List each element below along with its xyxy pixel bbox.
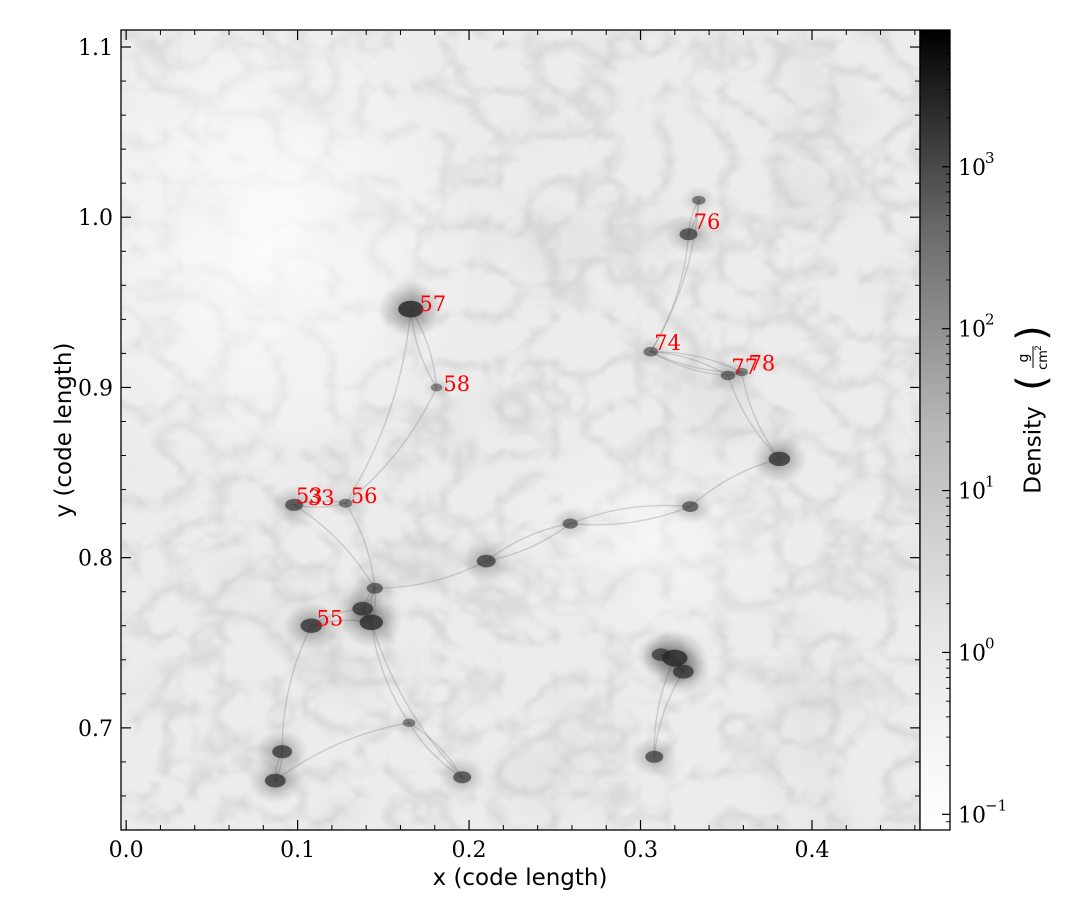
- sink-label: 78: [749, 351, 776, 375]
- clump-core: [272, 745, 293, 759]
- clump-core: [264, 773, 286, 788]
- colorbar-paren-close: ): [1009, 325, 1055, 341]
- clump-core: [453, 771, 472, 784]
- x-tick-label: 0.1: [280, 838, 315, 863]
- clump-halo: [420, 374, 453, 401]
- clump-core: [476, 554, 496, 568]
- sink-label: 53: [296, 484, 323, 508]
- x-axis-title: x (code length): [433, 865, 608, 891]
- clump-core: [735, 367, 748, 377]
- density-image: [121, 30, 920, 830]
- colorbar-tick-label: 10: [958, 641, 986, 666]
- y-axis: 0.7 0.8 0.9 1.0 1.1: [78, 36, 920, 831]
- colorbar-unit-exponent: 2: [1034, 345, 1044, 351]
- colorbar-tick-label: 10: [958, 318, 986, 343]
- clump-core: [679, 228, 698, 241]
- x-tick-label: 0.2: [452, 838, 487, 863]
- clump-core: [682, 501, 699, 512]
- clump-core: [338, 498, 353, 508]
- clump-core: [430, 383, 443, 392]
- sink-label: 58: [443, 372, 470, 396]
- colorbar-tick-label: 10: [958, 803, 986, 828]
- sink-label: 55: [316, 607, 343, 631]
- clump-core: [645, 750, 664, 763]
- clump-core: [692, 195, 706, 205]
- sink-label: 33: [308, 486, 335, 510]
- colorbar-tick-label: 10: [958, 480, 986, 505]
- colorbar-gradient: [919, 29, 951, 831]
- colorbar-tick-exponent: 2: [985, 311, 995, 329]
- sink-label: 74: [654, 331, 681, 355]
- colorbar-tick-exponent: 1: [985, 473, 995, 491]
- x-tick-label: 0.4: [794, 838, 829, 863]
- colorbar-unit-numerator: g: [1016, 354, 1032, 363]
- y-tick-label: 0.9: [78, 376, 113, 401]
- colorbar-title: Density ( g cm 2 ): [1009, 325, 1055, 494]
- colorbar-tick-label: 10: [958, 156, 986, 181]
- clump-core: [562, 518, 578, 529]
- clump-core: [398, 300, 424, 318]
- clump-core: [402, 718, 416, 727]
- sink-label: 76: [694, 210, 721, 234]
- clump-core: [285, 498, 304, 511]
- colorbar-tick-exponent: 3: [985, 149, 995, 167]
- x-tick-label: 0.0: [109, 838, 144, 863]
- x-tick-label: 0.3: [623, 838, 658, 863]
- sink-label: 56: [351, 484, 378, 508]
- y-tick-label: 1.0: [78, 206, 113, 231]
- y-tick-label: 1.1: [78, 36, 113, 61]
- sink-label: 57: [419, 292, 446, 316]
- sink-label: 77: [731, 355, 758, 379]
- colorbar-tick-exponent: −1: [985, 796, 1007, 814]
- clump-core: [643, 346, 659, 357]
- clump-core: [651, 648, 671, 661]
- colorbar-tick-exponent: 0: [985, 634, 995, 652]
- y-axis-title: y (code length): [51, 343, 77, 518]
- colorbar-unit-denominator: cm: [1036, 350, 1051, 370]
- filament: [344, 386, 438, 504]
- colorbar-label: Density: [1021, 406, 1047, 493]
- clump-core: [768, 451, 791, 467]
- y-tick-label: 0.8: [78, 547, 113, 572]
- clump-core: [366, 582, 383, 594]
- clump-core: [300, 618, 323, 633]
- y-tick-label: 0.7: [78, 717, 113, 742]
- dense-clumps: [247, 185, 809, 804]
- colorbar-paren-open: (: [1009, 375, 1055, 391]
- x-axis: 0.0 0.1 0.2 0.3 0.4: [109, 30, 916, 863]
